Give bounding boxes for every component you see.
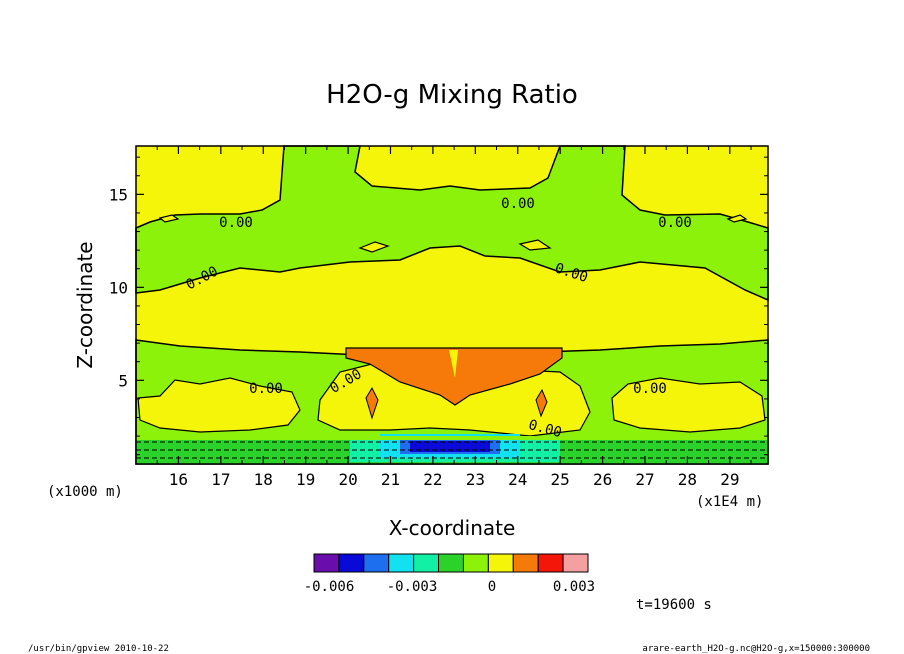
x-axis: 16 17 18 19 20 21 22 23 24 25 26 27 28 29 <box>156 146 752 489</box>
x-tick-label: 22 <box>423 470 442 489</box>
colorbar-swatch <box>462 553 489 573</box>
x-tick-label: 26 <box>593 470 612 489</box>
colorbar <box>313 553 589 573</box>
x-tick-label: 28 <box>678 470 697 489</box>
y-axis-label: Z-coordinate <box>73 241 97 368</box>
x-tick-label: 16 <box>169 470 188 489</box>
colorbar-swatch <box>413 553 440 573</box>
contour-label: 0.00 <box>219 215 253 231</box>
colorbar-swatch <box>537 553 564 573</box>
y-tick-label: 10 <box>109 278 128 297</box>
y-tick-label: 15 <box>109 185 128 204</box>
contour-label: 0.00 <box>249 381 283 397</box>
x-tick-label: 25 <box>551 470 570 489</box>
contour-label: 0.00 <box>501 196 535 212</box>
x-tick-label: 23 <box>466 470 485 489</box>
colorbar-swatch <box>313 553 340 573</box>
x-tick-label: 21 <box>381 470 400 489</box>
contour-label: 0.00 <box>633 381 667 397</box>
colorbar-swatch <box>338 553 365 573</box>
chart-title: H2O-g Mixing Ratio <box>326 80 578 110</box>
x-tick-label: 18 <box>254 470 273 489</box>
plot-frame <box>135 145 769 465</box>
colorbar-swatch <box>512 553 539 573</box>
colorbar-tick-label: -0.006 <box>304 579 355 595</box>
colorbar-swatch <box>438 553 464 573</box>
colorbar-tick-label: 0 <box>488 579 496 595</box>
y-axis: 5 10 15 <box>109 156 768 456</box>
x-unit-label: (x1E4 m) <box>696 494 763 510</box>
x-tick-label: 19 <box>296 470 315 489</box>
x-tick-label: 20 <box>338 470 357 489</box>
z-unit-label: (x1000 m) <box>47 484 123 500</box>
colorbar-swatch <box>363 553 390 573</box>
x-tick-label: 17 <box>211 470 230 489</box>
x-axis-label: X-coordinate <box>389 516 516 540</box>
colorbar-tick-label: 0.003 <box>553 579 595 595</box>
footer-right: arare-earth_H2O-g.nc@H2O-g,x=150000:3000… <box>642 644 870 654</box>
colorbar-swatch <box>487 553 514 573</box>
x-tick-label: 27 <box>635 470 654 489</box>
colorbar-tick-label: -0.003 <box>387 579 438 595</box>
colorbar-swatch <box>388 553 415 573</box>
contour-field <box>135 145 769 465</box>
x-tick-label: 29 <box>720 470 739 489</box>
contour-label: 0.00 <box>658 215 692 231</box>
colorbar-tick-labels: -0.006 -0.003 0 0.003 <box>304 579 595 595</box>
y-tick-label: 5 <box>118 371 128 390</box>
time-label: t=19600 s <box>636 597 712 613</box>
x-tick-label: 24 <box>508 470 527 489</box>
footer-left: /usr/bin/gpview 2010-10-22 <box>28 644 169 654</box>
colorbar-swatch <box>562 553 589 573</box>
